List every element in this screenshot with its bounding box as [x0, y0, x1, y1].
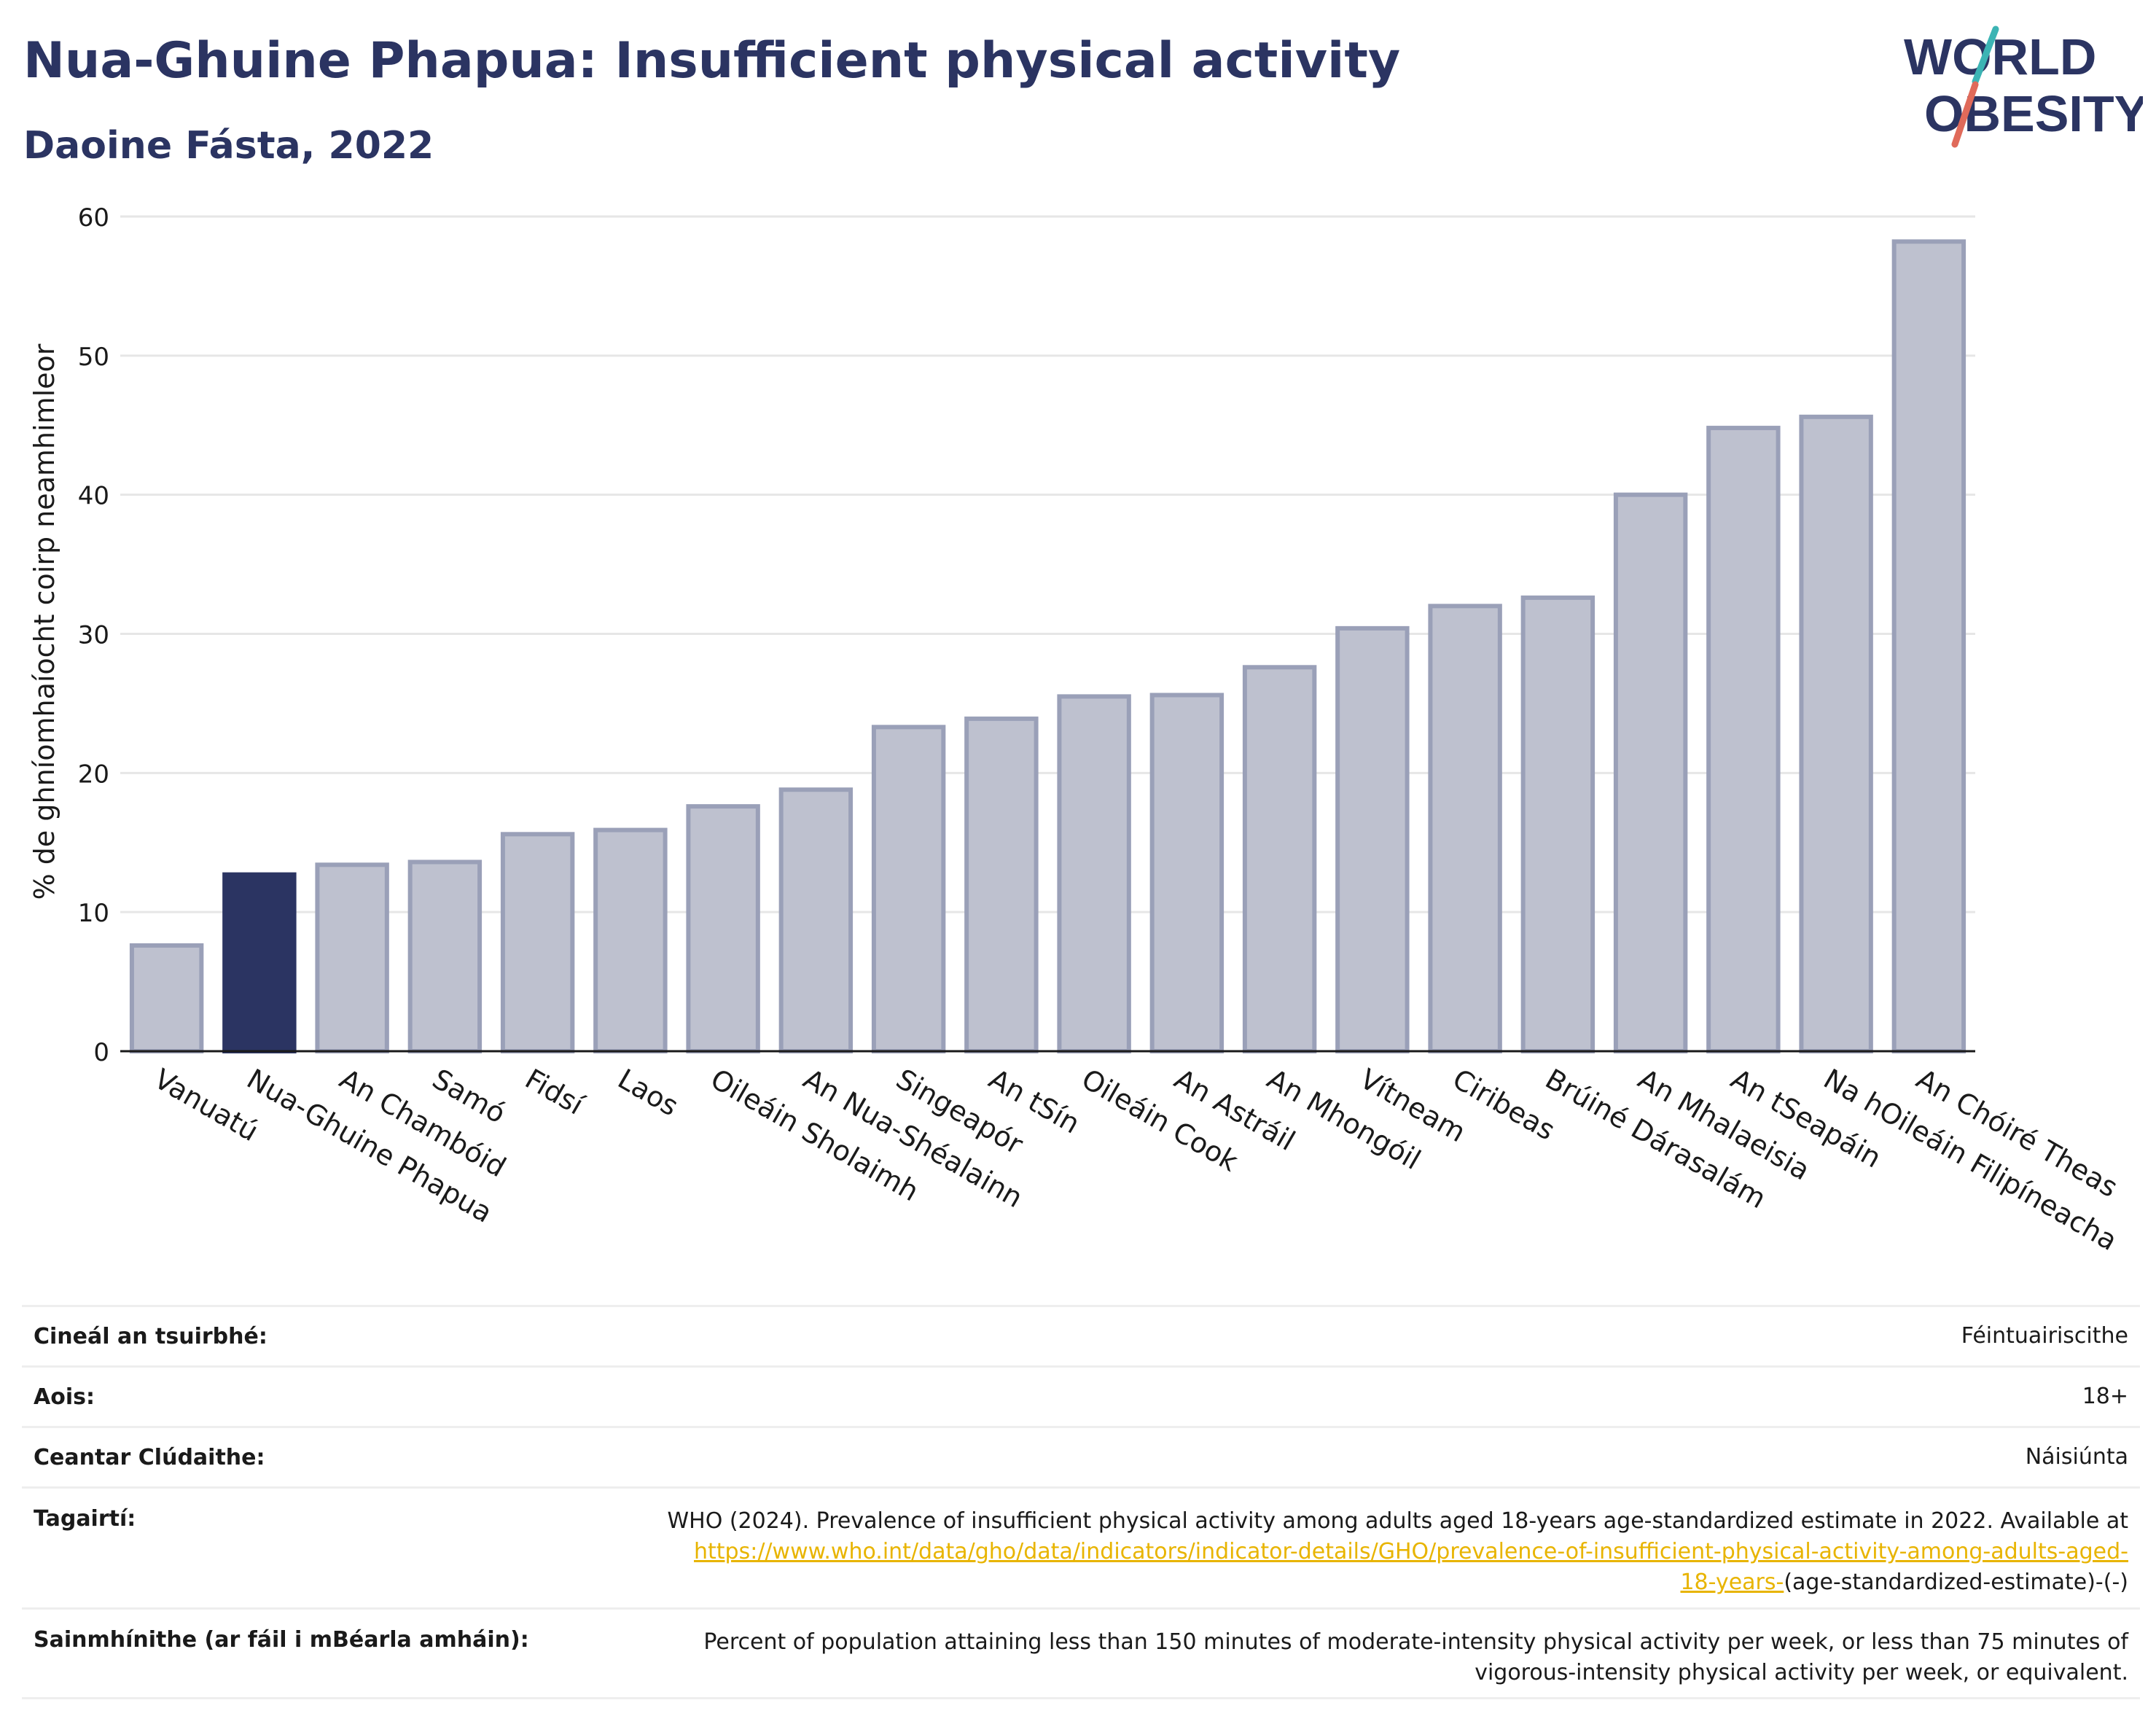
y-tick-label: 60: [78, 203, 109, 233]
bar-16: [1613, 492, 1688, 1053]
survey-type-row: Cineál an tsuirbhé: Féintuairiscithe: [22, 1305, 2140, 1365]
grid-lines: [120, 215, 1975, 913]
bars: [129, 239, 1966, 1054]
page-title: Nua-Ghuine Phapua: Insufficient physical…: [23, 32, 1401, 90]
age-value: 18+: [2082, 1384, 2128, 1409]
bar-13: [1335, 625, 1410, 1053]
bar-4: [500, 832, 575, 1053]
survey-type-label: Cineál an tsuirbhé:: [34, 1323, 267, 1349]
bar-5: [593, 827, 668, 1053]
references-link-continued[interactable]: 18-years-: [1680, 1570, 1784, 1595]
bar-11: [1149, 693, 1225, 1053]
y-tick-label: 30: [78, 621, 109, 650]
references-value: WHO (2024). Prevalence of insufficient p…: [667, 1506, 2140, 1598]
age-row: Aois: 18+: [22, 1365, 2140, 1426]
references-tail: (age-standardized-estimate)-(-): [1784, 1570, 2128, 1595]
x-tick-label: Laos: [612, 1063, 684, 1123]
bar-7: [778, 787, 854, 1053]
bar-17: [1706, 426, 1781, 1054]
coverage-area-row: Ceantar Clúdaithe: Náisiúnta: [22, 1426, 2140, 1486]
y-tick-label: 50: [78, 343, 109, 372]
bar-15: [1520, 595, 1595, 1053]
y-tick-label: 10: [78, 899, 109, 928]
references-link[interactable]: https://www.who.int/data/gho/data/indica…: [694, 1539, 2128, 1564]
survey-type-value: Féintuairiscithe: [1961, 1323, 2128, 1349]
x-tick-label: Fidsí: [520, 1063, 590, 1122]
x-tick-label: Vanuatú: [149, 1063, 264, 1147]
bar-12: [1242, 665, 1317, 1053]
world-obesity-logo: WORLD OBESITY: [1904, 26, 2143, 148]
bar-0: [129, 943, 204, 1054]
coverage-area-label: Ceantar Clúdaithe:: [34, 1444, 265, 1470]
bar-10: [1057, 694, 1131, 1053]
bar-3: [407, 859, 483, 1053]
bar-1: [222, 872, 297, 1053]
x-tick-label: Ciribeas: [1448, 1063, 1561, 1147]
logo-slash-teal: [1972, 26, 1999, 85]
bar-9: [964, 716, 1039, 1053]
definitions-row: Sainmhínithe (ar fáil i mBéarla amháin):…: [22, 1607, 2140, 1699]
bar-14: [1428, 604, 1502, 1053]
bar-18: [1799, 414, 1873, 1053]
metadata-table: Cineál an tsuirbhé: Féintuairiscithe Aoi…: [22, 1305, 2140, 1699]
bar-2: [315, 862, 389, 1053]
x-tick-label: Oileáin Cook: [1077, 1063, 1243, 1178]
page-subtitle: Daoine Fásta, 2022: [23, 124, 434, 168]
bar-8: [871, 725, 946, 1053]
references-row: Tagairtí: WHO (2024). Prevalence of insu…: [22, 1486, 2140, 1607]
references-text: WHO (2024). Prevalence of insufficient p…: [667, 1508, 2128, 1534]
definitions-label: Sainmhínithe (ar fáil i mBéarla amháin):: [34, 1627, 529, 1653]
definitions-line-2: vigorous-intensity physical activity per…: [1475, 1660, 2128, 1685]
y-tick-labels: 0 10 20 30 40 50 60: [78, 203, 109, 1067]
coverage-area-value: Náisiúnta: [2025, 1444, 2128, 1470]
age-label: Aois:: [34, 1384, 95, 1410]
y-tick-label: 0: [93, 1038, 109, 1067]
bar-19: [1891, 239, 1966, 1054]
y-axis-label: % de ghníomhaíocht coirp neamhimleor: [28, 343, 60, 900]
definitions-value: Percent of population attaining less tha…: [703, 1627, 2140, 1688]
logo-slash-coral: [1951, 81, 1979, 148]
y-tick-label: 40: [78, 482, 109, 511]
references-label: Tagairtí:: [34, 1506, 136, 1532]
definitions-line-1: Percent of population attaining less tha…: [703, 1629, 2128, 1655]
logo-text-world: WORLD: [1904, 28, 2096, 85]
y-tick-label: 20: [78, 760, 109, 789]
bar-6: [686, 804, 760, 1054]
